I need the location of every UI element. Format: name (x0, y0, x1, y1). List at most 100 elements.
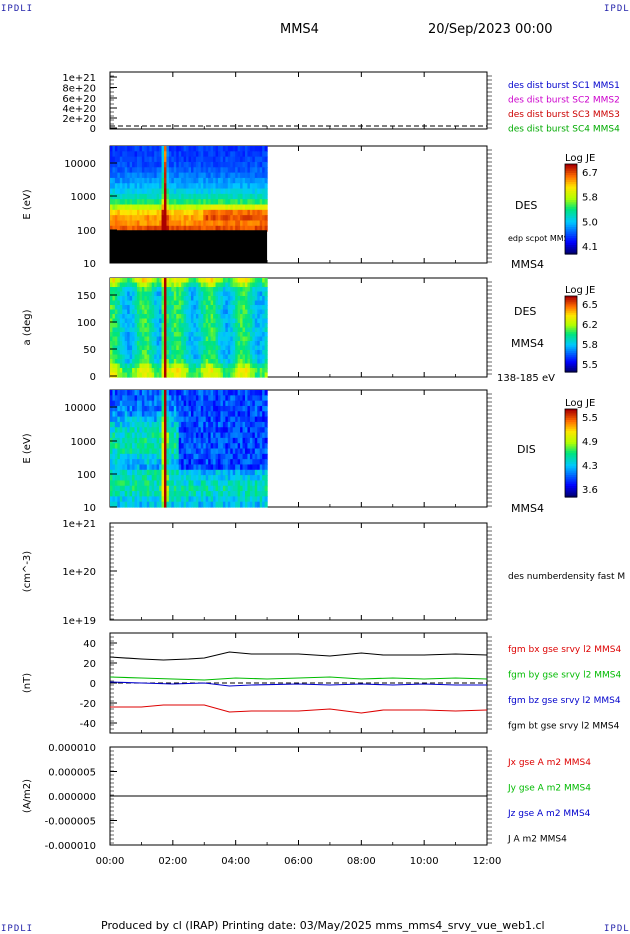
spectrogram-cell (215, 296, 219, 302)
spectrogram-cell (193, 151, 197, 158)
spectrogram-cell (205, 167, 209, 174)
spectrogram-cell (247, 177, 251, 184)
spectrogram-cell (195, 475, 199, 482)
spectrogram-cell (249, 296, 253, 302)
spectrogram-cell (139, 341, 143, 347)
series-line-by (109, 676, 488, 681)
spectrogram-cell (176, 291, 180, 297)
spectrogram-cell (173, 318, 177, 324)
spectrogram-cell (156, 496, 160, 503)
scpot-mask (110, 230, 268, 263)
spectrogram-cell (195, 416, 199, 423)
spectrogram-cell (222, 332, 226, 338)
spectrogram-cell (249, 278, 253, 284)
spectrogram-cell (225, 359, 229, 365)
spectrogram-cell (168, 309, 172, 315)
spectrogram-cell (134, 193, 138, 200)
spectrogram-cell (136, 390, 141, 396)
spectrogram-cell (178, 469, 182, 476)
spectrogram-cell (166, 172, 170, 179)
spectrogram-cell (244, 443, 249, 450)
spectrogram-cell (227, 296, 231, 302)
spectrogram-cell (227, 395, 231, 402)
spectrogram-cell (176, 496, 180, 503)
spectrogram-cell (240, 475, 244, 482)
spectrogram-cell (117, 332, 121, 338)
spectrogram-cell (193, 199, 197, 206)
footer-credits: Produced by cl (IRAP) Printing date: 03/… (101, 919, 545, 932)
spectrogram-cell (117, 183, 121, 190)
spectrogram-cell (208, 359, 212, 365)
x-tick-label: 04:00 (221, 856, 250, 867)
spectrogram-cell (146, 172, 150, 179)
spectrogram-cell (215, 204, 219, 211)
spectrogram-cell (163, 282, 168, 288)
spectrogram-cell (156, 453, 160, 460)
spectrogram-cell (134, 220, 138, 227)
spectrogram-cell (156, 411, 160, 418)
spectrogram-cell (186, 448, 190, 455)
spectrogram-cell (117, 400, 121, 407)
spectrogram-cell (110, 359, 114, 365)
spectrogram-cell (264, 443, 268, 450)
spectrogram-cell (117, 161, 121, 168)
spectrogram-cell (217, 453, 222, 460)
spectrogram-cell (171, 405, 175, 412)
spectrogram-cell (232, 156, 236, 163)
spectrogram-cell (156, 291, 160, 297)
spectrogram-cell (154, 156, 158, 163)
colorbar-des-energy-swatch (565, 213, 577, 217)
spectrogram-cell (195, 199, 199, 206)
spectrogram-cell (203, 390, 207, 396)
spectrogram-cell (237, 480, 241, 487)
spectrogram-cell (159, 491, 163, 497)
spectrogram-cell (149, 363, 153, 369)
spectrogram-cell (235, 480, 239, 487)
spectrogram-cell (139, 225, 143, 232)
spectrogram-cell (183, 336, 187, 342)
spectrogram-cell (264, 416, 268, 423)
spectrogram-cell (215, 485, 219, 492)
spectrogram-cell (235, 448, 239, 455)
spectrogram-cell (122, 485, 126, 492)
spectrogram-cell (232, 146, 236, 152)
spectrogram-cell (144, 354, 148, 360)
spectrogram-cell (190, 327, 195, 333)
colorbar-des-energy-tick: 5.0 (582, 217, 598, 228)
spectrogram-cell (159, 215, 163, 222)
spectrogram-cell (193, 485, 197, 492)
spectrogram-cell (232, 177, 236, 184)
spectrogram-cell (178, 432, 182, 439)
spectrogram-cell (217, 161, 222, 168)
corner-label-bottom-left: IPDLI (1, 924, 34, 934)
spectrogram-cell (181, 390, 185, 396)
spectrogram-cell (141, 151, 145, 158)
spectrogram-cell (166, 453, 170, 460)
spectrogram-cell (117, 336, 121, 342)
spectrogram-cell (235, 341, 239, 347)
spectrogram-cell (220, 432, 224, 439)
spectrogram-cell (178, 177, 182, 184)
spectrogram-cell (183, 432, 187, 439)
spectrogram-cell (225, 282, 229, 288)
spectrogram-cell (144, 323, 148, 329)
spectrogram-cell (252, 405, 256, 412)
spectrogram-cell (188, 459, 192, 466)
spectrogram-cell (171, 287, 175, 293)
spectrogram-cell (230, 354, 234, 360)
spectrogram-cell (156, 282, 160, 288)
spectrogram-cell (112, 161, 116, 168)
spectrogram-cell (122, 291, 126, 297)
spectrogram-cell (190, 309, 195, 315)
spectrogram-cell (190, 167, 195, 174)
spectrogram-cell (136, 427, 141, 434)
spectrogram-cell (198, 188, 202, 195)
spectrogram-cell (134, 314, 138, 320)
spectrogram-cell (203, 215, 207, 222)
spectrogram-cell (163, 146, 168, 152)
spectrogram-cell (210, 459, 214, 466)
spectrogram-cell (198, 161, 202, 168)
spectrogram-cell (168, 151, 172, 158)
spectrogram-cell (134, 341, 138, 347)
spectrogram-cell (247, 359, 251, 365)
